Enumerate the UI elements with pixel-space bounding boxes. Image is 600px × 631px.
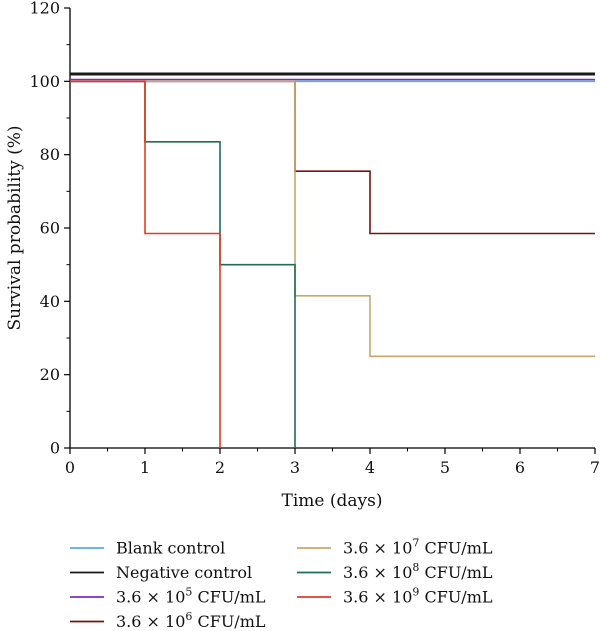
x-tick-label: 2	[215, 458, 225, 477]
y-axis-title: Survival probability (%)	[5, 125, 25, 330]
y-tick-label: 20	[40, 365, 60, 384]
x-tick-label: 7	[590, 458, 600, 477]
tick-labels: 0 1 2 3 4 5 6 7 0 20 40 60 80 100 120	[29, 0, 600, 477]
y-tick-label: 40	[40, 292, 60, 311]
x-tick-label: 1	[140, 458, 150, 477]
legend-label: Blank control	[116, 539, 225, 558]
y-tick-label: 100	[29, 72, 60, 91]
series-line-7	[70, 80, 221, 448]
legend-label: 3.6 × 105 CFU/mL	[116, 586, 266, 607]
series-line-4	[70, 80, 595, 235]
x-tick-label: 3	[290, 458, 300, 477]
series-line-6	[70, 80, 296, 448]
legend-label: 3.6 × 106 CFU/mL	[116, 610, 266, 631]
x-tick-label: 0	[65, 458, 75, 477]
series-line-5	[70, 80, 595, 358]
x-tick-label: 5	[440, 458, 450, 477]
y-tick-label: 80	[40, 145, 60, 164]
y-tick-label: 60	[40, 219, 60, 238]
series-lines	[70, 72, 595, 448]
legend-label: 3.6 × 107 CFU/mL	[343, 537, 493, 558]
legend: Blank control Negative control 3.6 × 105 C…	[70, 537, 493, 631]
legend-label: 3.6 × 109 CFU/mL	[343, 586, 493, 607]
legend-label: Negative control	[116, 563, 252, 582]
legend-label: 3.6 × 108 CFU/mL	[343, 561, 493, 582]
x-tick-label: 6	[515, 458, 525, 477]
x-axis-title: Time (days)	[282, 491, 383, 511]
y-tick-label: 0	[50, 439, 60, 458]
y-tick-label: 120	[29, 0, 60, 18]
x-tick-label: 4	[365, 458, 375, 477]
